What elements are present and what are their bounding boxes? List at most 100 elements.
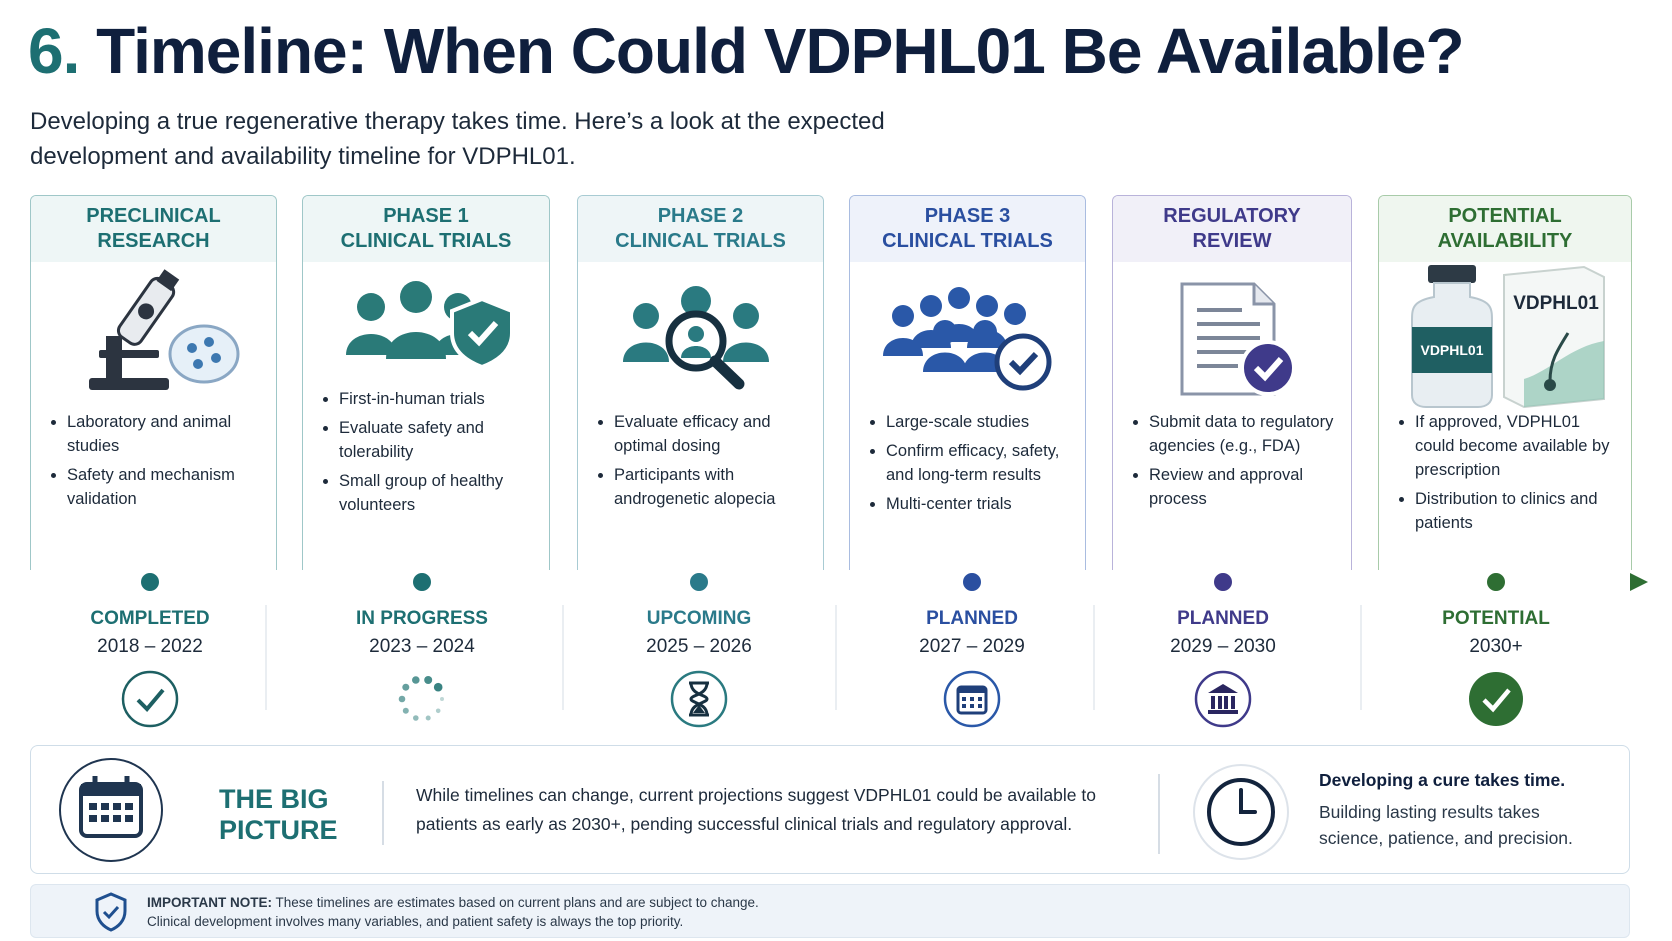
note: IMPORTANT NOTE: These timelines are esti… [30,884,1630,938]
stage-bullet: Distribution to clinics and patients [1415,487,1617,535]
note-line: IMPORTANT NOTE: These timelines are esti… [147,893,759,912]
stage-title-line: REGULATORY [1163,205,1301,227]
stage-bullets: First-in-human trials Evaluate safety and… [303,387,549,517]
icon-shape [357,292,385,321]
status-icon [942,669,1002,729]
timeline-dot [1212,571,1234,593]
title: 6. Timeline: When Could VDPHL01 Be Avail… [28,14,1465,88]
icon-shape [59,758,163,862]
icon-shape [102,905,120,920]
icon-shape [433,682,443,692]
stage-years: 2025 – 2026 [646,636,752,657]
stage-icon [578,262,823,410]
icon-shape [1197,308,1260,368]
subtitle: Developing a true regenerative therapy t… [30,104,885,174]
icon-shape [402,683,410,691]
status-icon [392,669,452,729]
stage-title-line: CLINICAL TRIALS [882,230,1053,252]
stage-card: PHASE 3 CLINICAL TRIALS Large-scale studi… [849,195,1086,570]
stage-title: PRECLINICAL RESEARCH [31,196,276,262]
stage-card: PHASE 1 CLINICAL TRIALS First-in-human tr… [302,195,550,570]
big-picture-label: THE BIG PICTURE [219,784,338,846]
icon-shape [168,324,239,384]
status-icon [1193,669,1253,729]
icon-shape [1428,265,1476,283]
icon-shape [1194,670,1252,728]
icon-shape [958,687,986,693]
shield-icon [95,892,127,932]
icon-shape [113,815,121,822]
timeline-dot [961,571,983,593]
icon-shape [978,697,982,701]
icon-shape [970,697,974,701]
stage-title: PHASE 3 CLINICAL TRIALS [850,196,1085,262]
icon-shape [1469,672,1523,726]
icon-shape [1252,284,1274,306]
icon-shape [1544,379,1556,391]
stage-title-line: PHASE 1 [383,205,469,227]
icon-shape [155,269,179,292]
stage-bullet: Safety and mechanism validation [67,463,262,511]
stage-bullet: Laboratory and animal studies [67,410,262,458]
icon-shape [882,287,1051,391]
stage-bullet: If approved, VDPHL01 could become availa… [1415,410,1617,482]
icon-shape [210,353,221,363]
icon-shape [1211,696,1235,709]
stage-title: PHASE 2 CLINICAL TRIALS [578,196,823,262]
icon-shape [203,337,214,347]
icon-shape [622,286,769,362]
stage-card: REGULATORY REVIEW Submit data to regulato… [1112,195,1352,570]
stage-years: 2027 – 2029 [919,636,1025,657]
stage-title: PHASE 1 CLINICAL TRIALS [303,196,549,262]
timeline-dot [139,571,161,593]
timeline-arrow [1630,573,1648,591]
stage-years: 2030+ [1469,636,1523,657]
status-icon [1466,669,1526,729]
stage-bullets: Evaluate efficacy and optimal dosing Part… [578,410,823,511]
icon-shape [687,326,704,342]
icon-shape [125,815,133,822]
icon-shape [121,670,179,728]
icon-shape [398,676,444,721]
icon-shape [95,892,127,932]
icon-shape [450,296,514,369]
stage-bullets: Large-scale studies Confirm efficacy, saf… [850,410,1085,516]
stage-years: 2023 – 2024 [369,636,475,657]
icon-shape [398,695,406,703]
icon-shape [943,670,1001,728]
icon-shape [346,333,396,355]
stage-title-line: PRECLINICAL [86,205,221,227]
stage-card: POTENTIAL AVAILABILITY VDPHL01 VDPHL01 If … [1378,195,1632,570]
icon-shape [1208,684,1238,693]
icon-shape [632,303,659,329]
icon-shape [88,269,239,390]
stage-title: REGULATORY REVIEW [1113,196,1351,262]
icon-shape [970,704,974,708]
icon-shape [116,269,179,346]
icon-shape [1548,332,1570,382]
icon-shape [670,670,728,728]
box-label: VDPHL01 [1513,293,1599,314]
stage-card: PHASE 2 CLINICAL TRIALS Evaluate efficacy… [577,195,824,570]
timeline-dot [688,571,710,593]
icon-shape [186,343,197,353]
aside-text: Building lasting results takes science, … [1319,802,1573,848]
stage-years: 2029 – 2030 [1170,636,1276,657]
divider [382,781,384,845]
subtitle-line: Developing a true regenerative therapy t… [30,108,885,135]
stage-title-line: RESEARCH [97,230,210,252]
icon-shape [192,359,203,369]
icon-shape [101,815,109,822]
icon-shape [1239,788,1257,814]
icon-shape [1482,688,1511,713]
icon-shape [424,676,433,684]
icon-shape [88,336,169,390]
icon-shape [1208,710,1238,714]
stage-bullet: Evaluate safety and tolerability [339,416,535,464]
stage-title-line: PHASE 2 [657,205,744,227]
stage-bullet: Evaluate efficacy and optimal dosing [614,410,809,458]
icon-shape [732,303,759,329]
label-line: PICTURE [219,815,338,845]
icon-shape [962,704,966,708]
